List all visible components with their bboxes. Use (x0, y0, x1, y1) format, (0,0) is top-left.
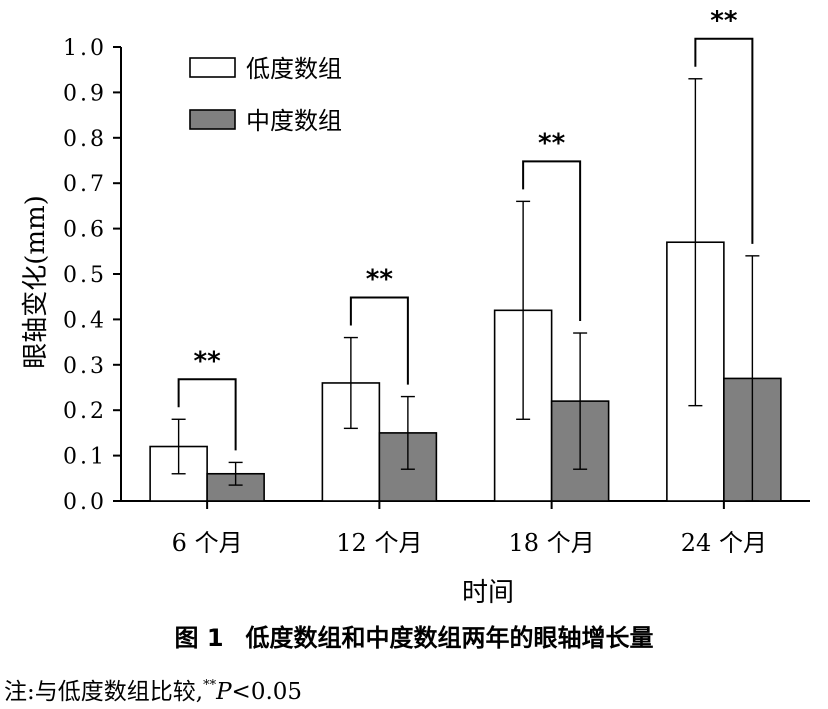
x-tick-label: 12 个月 (336, 529, 422, 557)
y-tick-label: 0.0 (63, 490, 107, 515)
figure-caption: 图 1 低度数组和中度数组两年的眼轴增长量 (0, 618, 828, 653)
x-tick-label: 24 个月 (681, 529, 767, 557)
significance-bracket (349, 296, 409, 385)
note-threshold: <0.05 (231, 679, 303, 705)
significance-bracket (177, 378, 237, 451)
note-p-symbol: P (216, 679, 232, 705)
y-tick-label: 0.6 (63, 218, 107, 243)
y-tick-label: 0.7 (63, 172, 107, 197)
y-axis-label: 眼轴变化(mm) (21, 195, 51, 369)
significance-label: ** (366, 265, 394, 295)
significance-bracket (522, 160, 582, 322)
significance-label: ** (194, 346, 222, 376)
y-tick-label: 0.3 (63, 354, 107, 379)
y-tick-label: 1.0 (63, 36, 107, 61)
y-tick-label: 0.9 (63, 81, 107, 106)
figure-note: 注:与低度数组比较,**P<0.05 (4, 672, 302, 706)
note-prefix: 注:与低度数组比较, (4, 679, 204, 705)
y-tick-label: 0.4 (63, 308, 107, 333)
bar-chart: 0.0 0.1 0.2 0.3 0.4 0.5 0.6 0.7 0.8 0.9 1.0 6 个月 12 … (21, 6, 810, 608)
axes: 0.0 0.1 0.2 0.3 0.4 0.5 0.6 0.7 0.8 0.9 1.0 6 个月 12 … (63, 36, 810, 557)
y-tick-label: 0.2 (63, 399, 107, 424)
significance-label: ** (538, 128, 566, 158)
significance-label: ** (710, 6, 738, 36)
chart-marks: ** ** ** ** (149, 6, 782, 502)
legend-swatch (189, 57, 236, 78)
x-tick-label: 18 个月 (509, 529, 595, 557)
note-significance-mark: ** (203, 678, 217, 693)
legend-swatch (189, 109, 236, 130)
y-tick-label: 0.8 (63, 127, 107, 152)
significance-bracket (694, 37, 754, 244)
legend-label: 低度数组 (246, 55, 342, 83)
caption-text: 低度数组和中度数组两年的眼轴增长量 (245, 624, 654, 652)
y-tick-label: 0.1 (63, 445, 107, 470)
y-tick-label: 0.5 (63, 263, 107, 288)
x-tick-label: 6 个月 (172, 529, 243, 557)
bar-mid (206, 472, 265, 502)
x-axis-label: 时间 (462, 578, 514, 608)
legend-label: 中度数组 (246, 107, 342, 135)
caption-number: 图 1 (174, 624, 224, 652)
